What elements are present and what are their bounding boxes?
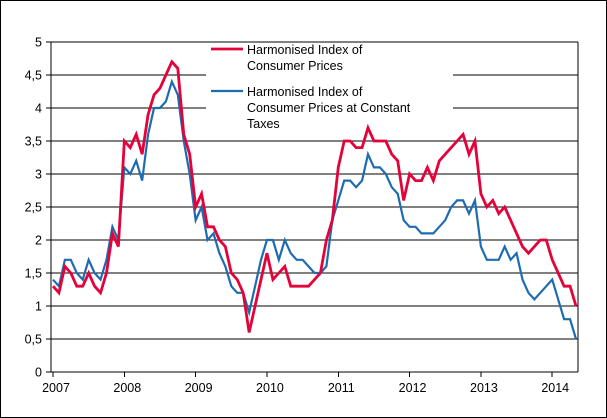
x-tick-label: 2009 xyxy=(185,381,213,395)
y-tick-label: 1 xyxy=(35,300,42,314)
y-tick-label: 4 xyxy=(35,102,42,116)
y-axis-labels: 0 0,5 1 1,5 2 2,5 3 3,5 4 4,5 5 xyxy=(25,36,42,380)
data-polyline-hicp xyxy=(51,59,578,333)
y-tick-label: 0 xyxy=(35,366,42,380)
data-polyline-hicp-constant-taxes xyxy=(52,78,578,340)
x-tick-label: 2010 xyxy=(256,381,284,395)
y-tick-label: 2,5 xyxy=(25,201,42,215)
y-tick-label: 3,5 xyxy=(25,135,42,149)
y-tick-label: 1,5 xyxy=(25,267,42,281)
legend-label-line: Harmonised Index of xyxy=(247,43,363,57)
x-tick-label: 2013 xyxy=(470,381,498,395)
legend-label-line: Harmonised Index of xyxy=(247,85,363,99)
legend-label-line: Consumer Prices at Constant xyxy=(247,101,411,115)
x-tick-label: 2008 xyxy=(113,381,141,395)
legend-label-line: Consumer Prices xyxy=(247,59,343,73)
x-tick-label: 2011 xyxy=(328,381,355,395)
data-series xyxy=(51,59,578,340)
x-tick-label: 2012 xyxy=(399,381,427,395)
y-tick-label: 5 xyxy=(35,36,42,50)
legend-background xyxy=(206,44,453,130)
x-tick-label: 2007 xyxy=(42,381,70,395)
axis-tick-marks xyxy=(46,41,553,377)
y-tick-label: 2 xyxy=(35,234,42,248)
x-axis-labels: 2007 2008 2009 2010 2011 2012 2013 2014 xyxy=(42,381,569,395)
x-tick-label: 2014 xyxy=(541,381,569,395)
y-tick-label: 0,5 xyxy=(25,333,42,347)
y-tick-label: 4,5 xyxy=(25,69,42,83)
legend-label-line: Taxes xyxy=(247,117,280,131)
y-tick-label: 3 xyxy=(35,168,42,182)
legend: Harmonised Index of Consumer Prices Harmon… xyxy=(206,43,453,131)
